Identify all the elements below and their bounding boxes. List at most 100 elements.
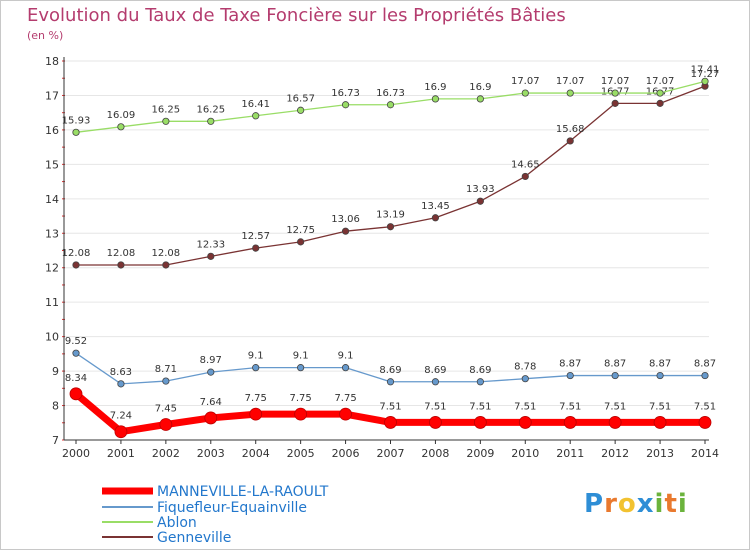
data-point: [566, 89, 574, 97]
x-tick-label: 2007: [377, 447, 405, 460]
data-point: [653, 416, 667, 429]
data-label: 9.52: [65, 336, 87, 347]
data-point: [656, 371, 664, 380]
data-label: 8.87: [604, 359, 626, 370]
legend-entry: Fiquefleur-Equainville: [157, 500, 307, 516]
data-label: 12.08: [62, 248, 91, 259]
data-point: [386, 378, 395, 386]
data-point: [611, 371, 619, 380]
data-label: 7.75: [290, 393, 312, 404]
data-label: 8.71: [155, 364, 177, 375]
x-tick-label: 2011: [556, 447, 584, 460]
data-point: [69, 387, 83, 401]
y-axis-unit: (en %): [27, 29, 64, 42]
data-point: [521, 89, 529, 97]
y-tick-label: 17: [45, 89, 59, 102]
y-tick-label: 16: [45, 124, 59, 137]
data-label: 16.09: [107, 110, 136, 121]
y-tick-label: 9: [52, 365, 59, 378]
data-point: [162, 117, 170, 125]
data-label: 8.87: [649, 359, 671, 370]
data-point: [608, 416, 622, 429]
data-label: 17.07: [646, 76, 675, 87]
proxiti-logo: Proxiti: [584, 489, 688, 519]
data-label: 7.75: [334, 393, 356, 404]
data-label: 7.51: [424, 401, 446, 412]
x-tick-label: 2014: [691, 447, 719, 460]
y-tick-label: 11: [45, 296, 59, 309]
y-tick-label: 15: [45, 158, 59, 171]
data-label: 8.97: [200, 355, 222, 366]
data-label: 13.06: [331, 214, 360, 225]
y-tick-label: 18: [45, 55, 59, 68]
data-point: [386, 101, 395, 109]
data-point: [72, 261, 80, 269]
x-tick-label: 2013: [646, 447, 674, 460]
chart-title: Evolution du Taux de Taxe Foncière sur l…: [27, 5, 566, 26]
data-point: [386, 223, 395, 231]
data-label: 13.45: [421, 201, 450, 212]
logo-letter: o: [617, 489, 637, 519]
legend-entry: Genneville: [157, 530, 231, 546]
data-point: [207, 368, 215, 376]
data-point: [117, 261, 125, 269]
data-point: [611, 89, 619, 97]
data-point: [207, 252, 215, 260]
data-label: 12.75: [286, 225, 315, 236]
data-label: 12.57: [241, 231, 270, 242]
data-point: [431, 214, 440, 222]
data-point: [566, 137, 574, 145]
data-point: [297, 106, 305, 114]
data-point: [521, 375, 529, 383]
y-tick-label: 7: [52, 434, 59, 447]
data-point: [204, 411, 218, 425]
x-tick-label: 2003: [197, 447, 225, 460]
data-point: [72, 128, 80, 136]
data-point: [207, 117, 215, 125]
data-label: 16.57: [286, 93, 315, 104]
data-label: 7.51: [604, 401, 626, 412]
data-point: [473, 416, 487, 429]
data-point: [252, 244, 260, 252]
x-tick-label: 2009: [466, 447, 494, 460]
data-point: [518, 416, 532, 429]
x-tick-label: 2010: [511, 447, 539, 460]
data-label: 17.07: [601, 76, 630, 87]
logo-letter: i: [654, 489, 665, 519]
data-label: 7.51: [469, 401, 491, 412]
x-tick-label: 2002: [152, 447, 180, 460]
data-point: [701, 77, 709, 85]
data-point: [656, 99, 664, 107]
data-label: 8.63: [110, 367, 132, 378]
y-tick-label: 8: [52, 400, 59, 413]
x-tick-label: 2006: [332, 447, 360, 460]
data-point: [429, 416, 442, 429]
data-point: [252, 364, 260, 372]
data-point: [117, 380, 125, 388]
data-point: [339, 407, 352, 421]
data-label: 9.1: [248, 351, 264, 362]
data-label: 7.51: [514, 401, 536, 412]
data-point: [521, 172, 529, 181]
data-label: 16.25: [152, 104, 181, 115]
data-label: 12.08: [107, 248, 136, 259]
data-point: [476, 378, 484, 386]
data-point: [297, 238, 305, 246]
data-label: 8.78: [514, 362, 536, 373]
data-point: [431, 378, 440, 386]
logo-letter: t: [664, 489, 678, 519]
data-label: 16.9: [469, 82, 491, 93]
data-point: [431, 95, 440, 103]
data-point: [252, 112, 260, 120]
logo-letter: i: [677, 489, 688, 519]
data-label: 7.51: [559, 401, 581, 412]
data-point: [297, 364, 305, 372]
data-point: [162, 261, 170, 269]
data-point: [72, 349, 80, 357]
data-point: [563, 416, 577, 429]
y-tick-label: 14: [45, 193, 59, 206]
data-label: 13.93: [466, 184, 495, 195]
logo-letter: x: [636, 489, 655, 519]
